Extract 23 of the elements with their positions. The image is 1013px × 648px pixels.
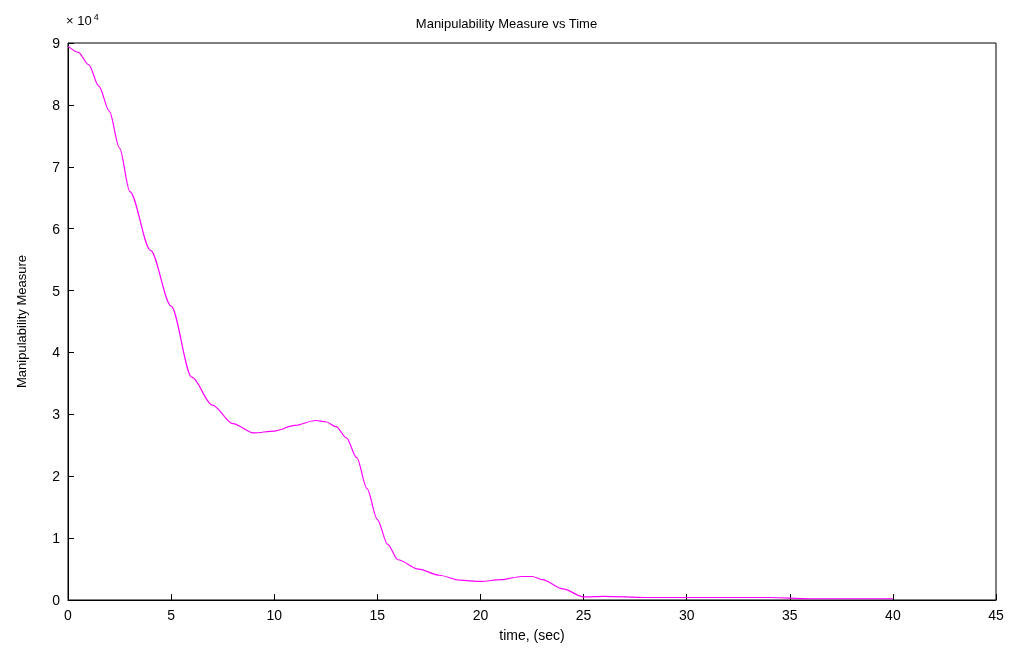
x-tick-label: 35 (781, 607, 798, 623)
y-tick-label: 1 (52, 530, 61, 547)
y-tick-label: 9 (52, 35, 61, 51)
y-tick-label: 6 (52, 220, 61, 237)
y-tick-label: 3 (52, 406, 61, 423)
y-tick-label: 7 (52, 158, 61, 175)
chart-title: Manipulability Measure vs Time (415, 16, 598, 31)
y-tick-label: 4 (52, 344, 61, 361)
x-tick-label: 40 (885, 607, 901, 623)
x-tick-label: 5 (167, 607, 176, 623)
x-tick-label: 15 (369, 607, 386, 623)
x-tick-label: 45 (988, 607, 1004, 623)
x-tick-label: 10 (266, 607, 283, 623)
x-axis-title: time, (sec) (499, 627, 565, 643)
y-axis-title: Manipulability Measure (14, 255, 29, 388)
x-tick-label: 30 (678, 607, 695, 623)
x-tick-label: 20 (472, 607, 489, 623)
y-tick-label: 0 (52, 592, 61, 608)
x-tick-label: 0 (64, 607, 73, 623)
y-tick-label: 5 (52, 282, 61, 299)
x-tick-label: 25 (575, 607, 592, 623)
y-tick-label: 8 (52, 96, 61, 113)
y-tick-label: 2 (52, 468, 61, 485)
